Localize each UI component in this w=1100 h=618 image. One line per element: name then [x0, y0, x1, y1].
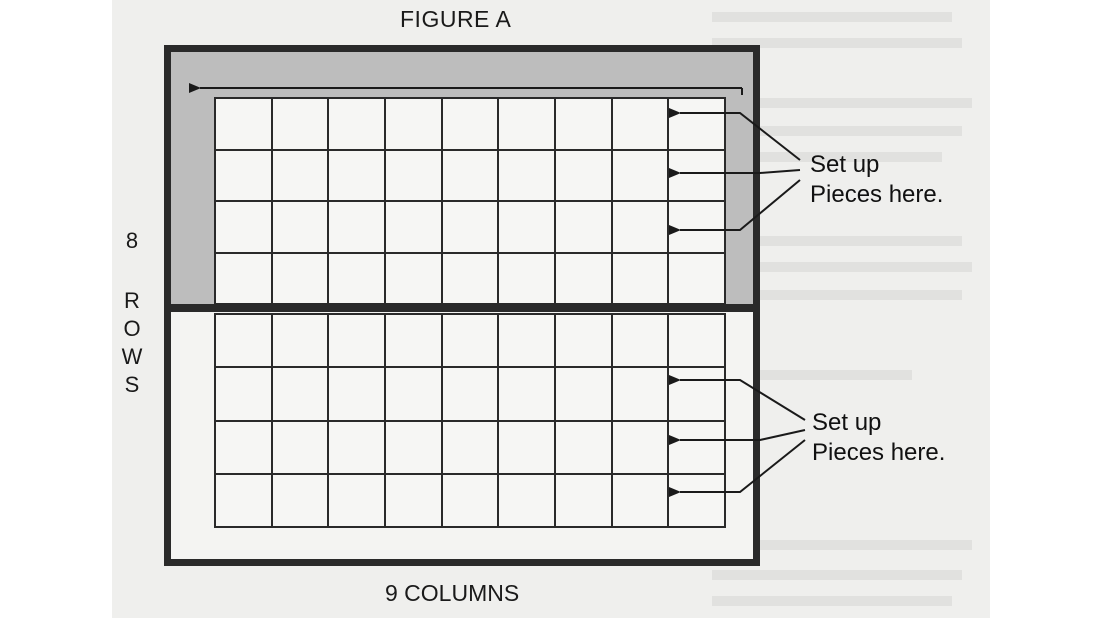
board-square	[272, 202, 330, 254]
board-square	[669, 421, 726, 475]
board-square	[386, 99, 443, 151]
board-square	[216, 202, 273, 254]
board-square	[329, 202, 386, 254]
board-square	[499, 368, 556, 422]
rows-label-letter: R	[124, 288, 140, 313]
board-square	[329, 421, 386, 475]
board-square	[669, 150, 726, 202]
board-square	[669, 368, 726, 422]
board-square	[556, 368, 613, 422]
board-square	[386, 315, 443, 369]
board-square	[216, 150, 273, 202]
board-square	[272, 474, 330, 528]
board-square	[216, 253, 273, 305]
board-square	[442, 150, 500, 202]
board-square	[272, 315, 330, 369]
board-square	[612, 253, 670, 305]
rows-label-letter: O	[123, 316, 141, 341]
board-square	[216, 421, 273, 475]
board-square	[386, 202, 443, 254]
top-callout-arrow-icon	[669, 108, 801, 235]
callout-top-line1: Set up	[810, 151, 880, 178]
left-arrow-icon	[189, 83, 743, 95]
board-square	[556, 315, 613, 369]
board-square	[499, 202, 556, 254]
board-square	[329, 474, 386, 528]
board-square	[669, 202, 726, 254]
board-grid-top-half	[214, 97, 726, 305]
board-square	[386, 421, 443, 475]
board-square	[669, 253, 726, 305]
callout-bottom: Set up Pieces here.	[812, 408, 945, 468]
board-square	[669, 474, 726, 528]
board-square	[442, 202, 500, 254]
board-square	[612, 150, 670, 202]
board-square	[442, 99, 500, 151]
board-square	[669, 99, 726, 151]
board-square	[442, 474, 500, 528]
columns-label: 9 COLUMNS	[385, 580, 520, 606]
board-square	[329, 150, 386, 202]
board-grid-bottom-half	[214, 313, 726, 528]
board-square	[216, 368, 273, 422]
board-square	[329, 368, 386, 422]
board-square	[499, 315, 556, 369]
bleed-through-text	[112, 0, 990, 618]
board-square	[499, 99, 556, 151]
figure-title: FIGURE A	[400, 6, 512, 32]
board-square	[556, 150, 613, 202]
board-square	[499, 253, 556, 305]
board-square	[272, 368, 330, 422]
board-square	[386, 253, 443, 305]
board-square	[499, 474, 556, 528]
board-square	[329, 253, 386, 305]
board-square	[216, 315, 273, 369]
board-square	[556, 421, 613, 475]
board-square	[499, 150, 556, 202]
board-square	[442, 421, 500, 475]
board-square	[612, 315, 670, 369]
board-square	[556, 253, 613, 305]
board-square	[442, 368, 500, 422]
board-square	[499, 421, 556, 475]
board-square	[329, 99, 386, 151]
board-square	[612, 421, 670, 475]
board-square	[669, 315, 726, 369]
callout-bottom-line1: Set up	[812, 409, 882, 436]
board-square	[612, 368, 670, 422]
bottom-callout-arrow-icon	[669, 375, 806, 497]
callout-top: Set up Pieces here.	[810, 150, 943, 210]
board-square	[556, 99, 613, 151]
board-center-divider	[171, 304, 753, 312]
callout-top-line2: Pieces here.	[810, 181, 944, 208]
board-square	[442, 253, 500, 305]
board-square	[442, 315, 500, 369]
board-square	[556, 202, 613, 254]
board-square	[329, 315, 386, 369]
board-square	[612, 99, 670, 151]
rows-label-letter: W	[121, 344, 143, 369]
board-frame	[164, 45, 760, 566]
rows-label-number: 8	[125, 228, 139, 253]
board-square	[612, 474, 670, 528]
board-square	[272, 99, 330, 151]
board-square	[556, 474, 613, 528]
board-square	[216, 99, 273, 151]
board-square	[386, 150, 443, 202]
board-square	[272, 150, 330, 202]
callout-bottom-line2: Pieces here.	[812, 439, 946, 466]
board-square	[272, 421, 330, 475]
board-square	[386, 474, 443, 528]
board-square	[216, 474, 273, 528]
board-square	[386, 368, 443, 422]
board-square	[612, 202, 670, 254]
rows-label-letter: S	[124, 372, 140, 397]
board-square	[272, 253, 330, 305]
